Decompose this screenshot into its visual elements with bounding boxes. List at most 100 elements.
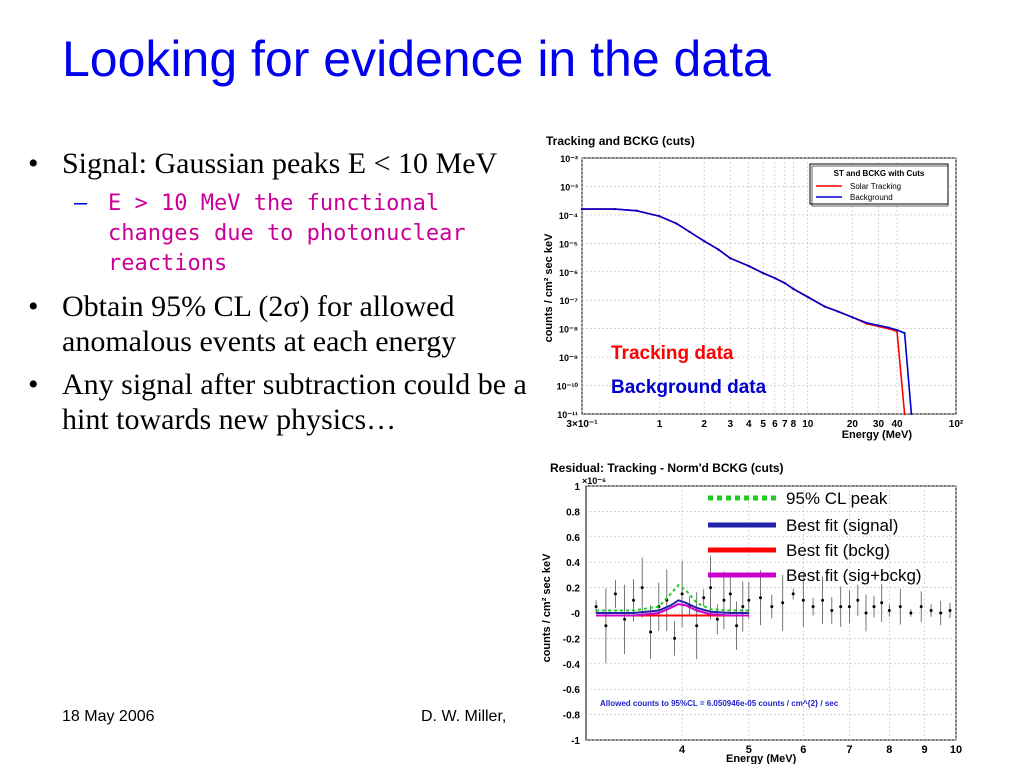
chart1-point [895,328,899,332]
chart2-point [722,598,726,602]
chart1-point [580,208,584,211]
chart1-point [836,310,840,313]
chart1-point [658,215,661,218]
chart2-point [864,611,868,615]
chart1-x-tick-label: 10² [949,419,964,430]
chart2-point [811,605,815,609]
chart2-x-tick-label: 9 [921,744,927,756]
chart2-y-tick-label: -0.4 [563,660,581,671]
chart2-x-tick-label: 4 [679,744,686,756]
chart2-point [613,592,617,596]
chart1-x-tick-label: 2 [701,419,707,430]
chart1-point [903,412,906,416]
chart2-point [747,598,751,602]
chart1-point [729,257,732,260]
chart1-x-tick-label: 1 [657,419,663,430]
chart2-point [728,592,732,596]
chart1-y-tick-label: 10⁻² [560,154,578,164]
chart2-legend: 95% CL peak Best fit (signal) Best fit (… [708,489,922,585]
chart1-point [887,326,890,329]
chart2-point [801,598,805,602]
chart2-point [715,617,719,621]
chart1-y-tick-label: 10⁻⁵ [559,239,578,249]
chart1-point [613,208,616,211]
residual-chart: Residual: Tracking - Norm'd BCKG (cuts) … [536,458,972,764]
chart2-point [781,601,785,605]
chart1-y-axis-label: counts / cm² sec keV [543,233,555,342]
chart2-y-tick-label: -0.6 [563,685,581,696]
chart2-point [872,605,876,609]
chart1-point [688,230,691,234]
chart2-y-tick-label: 0.6 [566,533,580,544]
chart1-y-tick-label: 10⁻⁹ [559,353,578,363]
chart2-x-tick-label: 7 [846,744,852,756]
background-data-label: Background data [611,377,767,398]
chart2-point [623,617,627,621]
chart1-y-tick-label: 10⁻³ [560,182,578,192]
chart1-x-tick-label: 3 [727,419,733,430]
chart1-x-tick-label: 5 [760,419,766,430]
chart1-title: Tracking and BCKG (cuts) [546,134,695,148]
chart2-y-tick-label: -0 [571,609,580,620]
chart2-point [709,586,713,590]
chart2-point [839,605,843,609]
chart2-series-cl-peak [596,583,749,612]
chart1-legend-background: Background [850,193,893,202]
chart2-x-axis-label: Energy (MeV) [726,753,797,764]
chart2-annotation: Allowed counts to 95%CL = 6.050946e-05 c… [600,699,839,708]
legend-label-cl: 95% CL peak [786,489,888,508]
chart2-point [741,605,745,609]
chart2-point [880,601,884,605]
chart2-series-sigbckg [596,603,749,617]
chart2-series-signal [596,599,749,614]
chart1-point [773,277,776,280]
chart1-point [823,305,826,308]
chart2-point [948,609,952,612]
chart1-x-tick-label: 10 [802,419,814,430]
chart2-point [919,605,923,609]
chart2-x-tick-label: 6 [800,744,806,756]
chart2-point [821,598,825,602]
chart2-y-axis-label: counts / cm² sec keV [541,553,553,662]
bullet-list: Signal: Gaussian peaks E < 10 MeV E > 10… [28,146,528,445]
chart1-point [747,264,750,268]
chart2-x-tick-label: 5 [746,744,752,756]
chart1-y-tick-label: 10⁻⁶ [559,268,578,278]
chart2-y-tick-label: -1 [571,736,580,747]
chart2-y-tick-label: 0.2 [566,584,580,595]
legend-label-bckg: Best fit (bckg) [786,541,890,560]
chart1-x-tick-label: 3×10⁻¹ [566,419,598,430]
chart2-y-multiplier: ×10⁻⁶ [582,476,606,486]
legend-label-sigbckg: Best fit (sig+bckg) [786,566,922,585]
bullet-signal: Signal: Gaussian peaks E < 10 MeV [28,146,528,181]
chart2-point [680,592,684,596]
chart2-point [929,609,933,612]
footer-date: 18 May 2006 [62,708,155,725]
chart2-y-tick-label: 0.8 [566,507,580,518]
legend-label-signal: Best fit (signal) [786,516,898,535]
chart1-legend: ST and BCKG with Cuts Solar Tracking Bac… [809,163,949,207]
chart2-point [847,605,851,609]
chart1-legend-title: ST and BCKG with Cuts [834,169,925,178]
chart1-point [910,412,913,416]
chart1-y-tick-label: 10⁻¹⁰ [557,382,579,392]
footer-author: D. W. Miller, [421,708,507,725]
chart1-x-tick-label: 8 [791,419,797,430]
chart2-point [939,611,943,615]
chart1-point [865,321,868,324]
slide-title: Looking for evidence in the data [62,31,771,87]
tracking-data-label: Tracking data [611,343,734,364]
chart1-point [635,209,638,212]
chart2-point [898,605,902,609]
chart2-point [632,598,635,602]
chart2-title: Residual: Tracking - Norm'd BCKG (cuts) [550,461,784,475]
bullet-new-physics: Any signal after subtraction could be a … [28,367,528,437]
chart1-x-tick-label: 40 [891,419,903,430]
tracking-bckg-chart: Tracking and BCKG (cuts) 3×10⁻¹ 1 2 3 4 5 6 7 8 1… [540,128,970,446]
chart2-point [856,598,860,602]
chart1-legend-tracking: Solar Tracking [850,182,901,191]
chart1-y-tick-label: 10⁻¹¹ [557,410,578,420]
chart2-point [649,630,653,634]
chart1-point [762,272,765,275]
chart1-point [877,324,880,327]
